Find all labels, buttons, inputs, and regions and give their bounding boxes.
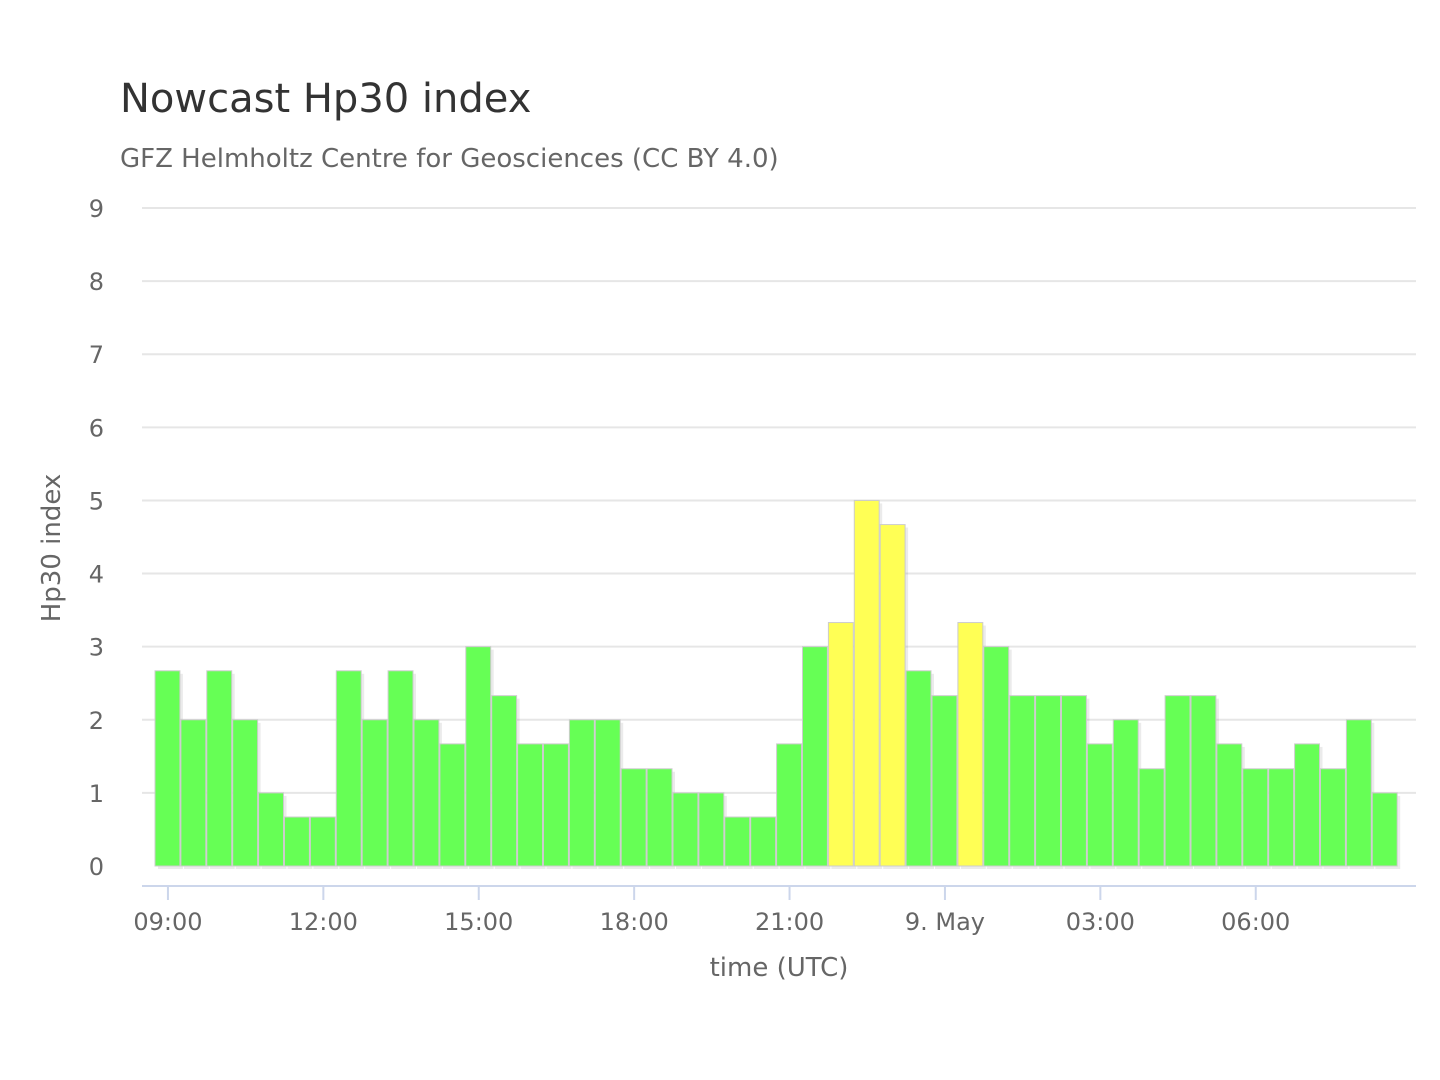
chart-title: Nowcast Hp30 index [120,76,532,122]
y-tick-label: 8 [89,268,104,296]
bar [905,670,932,867]
bar [1294,743,1320,867]
y-axis-ticks: 0 1 2 3 4 5 6 7 8 9 [89,195,104,881]
y-tick-label: 5 [89,487,104,515]
bar [568,719,595,867]
bar [931,695,958,867]
grid-lines [142,207,1416,794]
bar [1138,768,1165,867]
x-tick-label: 06:00 [1221,908,1290,936]
bar [957,622,984,867]
y-tick-label: 4 [89,561,104,589]
bar [698,792,725,867]
x-tick-label: 18:00 [600,908,669,936]
y-tick-label: 9 [89,195,104,223]
y-axis-title: Hp30 index [37,474,67,623]
bar [1164,695,1191,867]
x-axis-title: time (UTC) [710,953,849,983]
bar [1320,768,1346,867]
y-tick-label: 3 [89,634,104,662]
bar [1035,695,1061,867]
bar [983,646,1010,867]
bars [154,499,1401,869]
bar [802,646,828,867]
bar [827,622,854,867]
bar [1345,719,1372,867]
bar [1268,768,1295,867]
bar [439,743,466,867]
bar [309,816,336,867]
bar [1371,792,1398,867]
bar [1216,743,1243,867]
bar [206,670,233,867]
bar [180,719,207,867]
x-tick-label: 09:00 [133,908,202,936]
bar [361,719,388,867]
bar [620,768,647,867]
bar [1086,743,1113,867]
x-axis-ticks: 09:00 12:00 15:00 18:00 21:00 9. May 03:00 06:0… [133,886,1290,936]
y-tick-label: 6 [89,414,104,442]
chart-subtitle: GFZ Helmholtz Centre for Geosciences (CC… [120,144,779,174]
x-tick-label: 12:00 [289,908,358,936]
y-tick-label: 2 [89,707,104,735]
bar [284,816,310,867]
bar [1242,768,1269,867]
bar [750,816,777,867]
bar [517,743,543,867]
bar [1061,695,1087,867]
bar [491,695,518,867]
bar [672,792,699,867]
x-tick-label: 15:00 [444,908,513,936]
bar [594,719,621,867]
bar [724,816,751,867]
bar [335,670,362,867]
bar [413,719,440,867]
x-tick-label: 03:00 [1066,908,1135,936]
x-tick-label: 9. May [905,908,985,936]
bar [465,646,492,867]
bar [853,499,880,867]
bar [1112,719,1139,867]
bar [543,743,569,867]
bar [154,670,181,867]
bar [879,524,906,867]
x-tick-label: 21:00 [755,908,824,936]
bar [1009,695,1036,867]
bar [776,743,802,867]
bar [258,792,285,867]
bar [232,719,259,867]
bar [1190,695,1217,867]
y-tick-label: 1 [89,780,104,808]
bar [387,670,414,867]
bar [646,768,673,867]
y-tick-label: 7 [89,341,104,369]
y-tick-label: 0 [89,853,104,881]
